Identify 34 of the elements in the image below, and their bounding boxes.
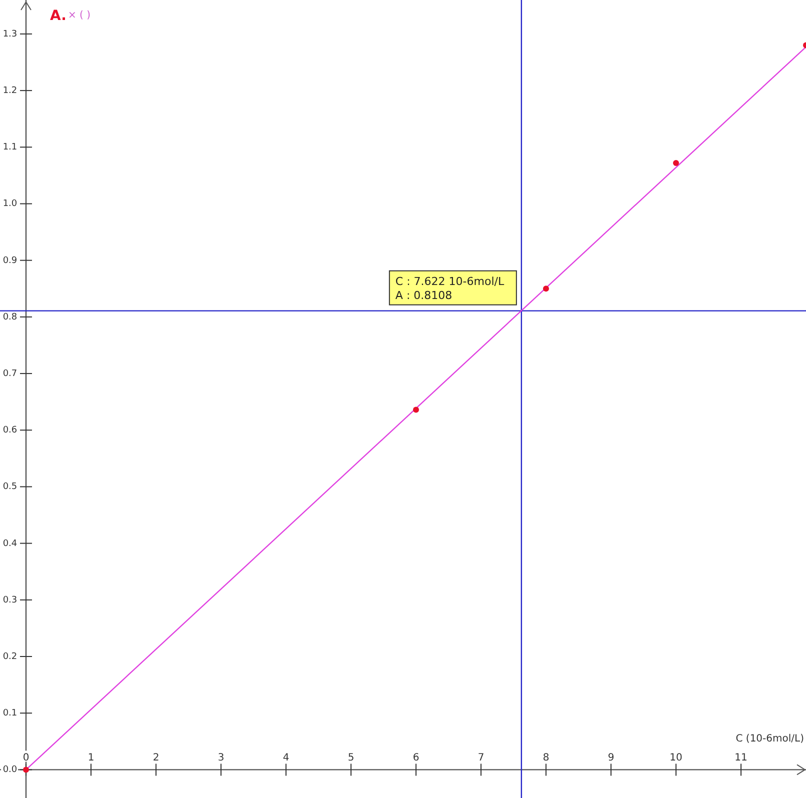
y-tick-label: 1.2 [2, 86, 18, 96]
x-tick-label: 10 [670, 752, 682, 764]
point [673, 160, 679, 166]
x-tick-label: 7 [478, 752, 484, 764]
x-tick-label: 11 [734, 752, 748, 764]
x-tick-label: 1 [88, 752, 94, 764]
y-tick-label: 0.5 [2, 482, 18, 492]
point [413, 406, 419, 413]
x-tick-label: 3 [218, 752, 224, 764]
y-tick-label: 0.3 [2, 595, 18, 606]
y-tick-label: 1.3 [2, 29, 18, 40]
y-tick-label: 0.4 [2, 538, 18, 549]
point [23, 766, 29, 773]
y-tick-label: 1.1 [2, 142, 18, 153]
x-tick-label: 9 [608, 752, 614, 764]
x-tick-label: 6 [412, 752, 420, 764]
y-tick-label: 0.1 [2, 708, 18, 719]
x-tick-label: 0 [22, 752, 30, 764]
y-tick-label: 0.0 [2, 765, 18, 776]
annotation: × ( ) [68, 10, 91, 21]
y-tick-label: 0.9 [2, 256, 18, 266]
y-tick-label: 0.7 [2, 368, 18, 379]
annotation: C : 7.622 10-6mol/L A : 0.8108 [395, 274, 505, 302]
x-tick-label: 8 [542, 752, 550, 764]
y-tick-label: 0.6 [2, 426, 18, 436]
x-tick-label: 2 [152, 752, 160, 764]
y-axis-title: A. [50, 8, 66, 24]
point [543, 286, 549, 292]
x-tick-label: 5 [348, 752, 354, 764]
y-tick-label: 0.2 [2, 652, 18, 662]
y-tick-label: 1.0 [2, 199, 18, 210]
y-tick-label: 0.8 [2, 312, 18, 322]
x-tick-label: 4 [282, 752, 290, 764]
x-axis-title: C (10-6mol/L) [736, 734, 804, 745]
